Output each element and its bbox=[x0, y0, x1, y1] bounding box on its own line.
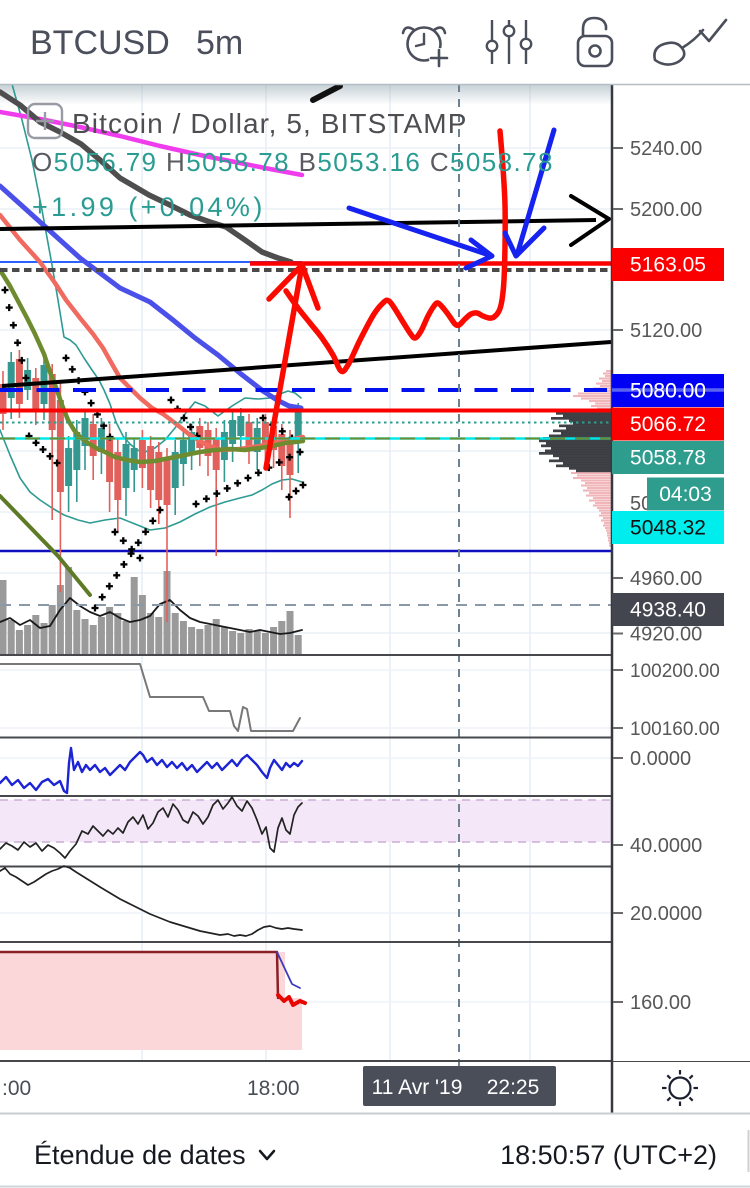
svg-text:5058.78: 5058.78 bbox=[630, 447, 706, 470]
svg-text:5m: 5m bbox=[196, 24, 243, 62]
svg-text:100160.00: 100160.00 bbox=[630, 719, 720, 740]
svg-text:04:03: 04:03 bbox=[659, 483, 712, 506]
svg-text:BTCUSD: BTCUSD bbox=[30, 24, 170, 62]
svg-text:5163.05: 5163.05 bbox=[630, 254, 706, 277]
svg-text:18:00: 18:00 bbox=[247, 1077, 300, 1100]
svg-text::00: :00 bbox=[2, 1077, 31, 1100]
svg-text:4938.40: 4938.40 bbox=[630, 599, 706, 622]
svg-text:4960.00: 4960.00 bbox=[630, 568, 702, 590]
svg-text:18:50:57 (UTC+2): 18:50:57 (UTC+2) bbox=[500, 1140, 717, 1170]
svg-text:+1.99 (+0.04%): +1.99 (+0.04%) bbox=[32, 192, 266, 222]
svg-text:22:25: 22:25 bbox=[487, 1076, 540, 1099]
svg-text:100200.00: 100200.00 bbox=[630, 661, 720, 682]
svg-text:5200.00: 5200.00 bbox=[630, 199, 702, 221]
svg-text:Étendue de dates: Étendue de dates bbox=[34, 1140, 246, 1170]
svg-text:5240.00: 5240.00 bbox=[630, 138, 702, 160]
svg-text:5066.72: 5066.72 bbox=[630, 413, 706, 436]
svg-text:5048.32: 5048.32 bbox=[630, 517, 706, 540]
svg-text:Bitcoin / Dollar, 5, BITSTAMP: Bitcoin / Dollar, 5, BITSTAMP bbox=[72, 108, 468, 139]
svg-text:4920.00: 4920.00 bbox=[630, 624, 702, 646]
svg-text:160.00: 160.00 bbox=[630, 992, 691, 1014]
svg-text:20.0000: 20.0000 bbox=[630, 903, 702, 925]
svg-text:5120.00: 5120.00 bbox=[630, 320, 702, 342]
svg-text:11 Avr '19: 11 Avr '19 bbox=[372, 1076, 463, 1099]
svg-text:O5056.79 H5058.78 B5053.16 C50: O5056.79 H5058.78 B5053.16 C5058.78 bbox=[32, 147, 554, 177]
svg-text:40.0000: 40.0000 bbox=[630, 835, 702, 857]
svg-text:0.0000: 0.0000 bbox=[630, 748, 691, 770]
svg-text:5080.00: 5080.00 bbox=[630, 380, 706, 403]
